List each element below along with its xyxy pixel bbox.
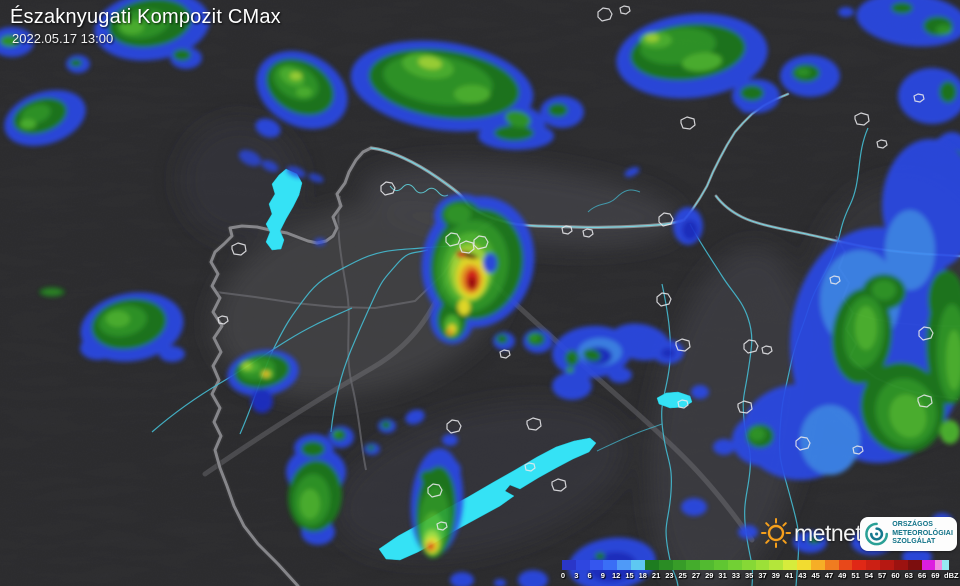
radar-cell-topleft [0,27,90,146]
omsz-line-1: ORSZÁGOS [892,521,934,529]
radar-cells-mid [493,323,684,400]
colorbar-segment [658,560,673,570]
radar-cell-topright1 [616,13,780,113]
omsz-logo: ORSZÁGOS METEOROLÓGIAI SZOLGÁLAT [860,517,957,551]
radar-cell-west [80,292,185,362]
reflectivity-colorbar [562,560,950,570]
radar-drizzle-west [39,149,326,297]
colorbar-segment [907,560,922,570]
colorbar-segment [852,560,867,570]
colorbar-segment [617,560,632,570]
colorbar-segment [714,560,728,570]
map-title: Északnyugati Kompozit CMax [10,6,281,28]
colorbar-segment [755,560,770,570]
colorbar-segment [824,560,839,570]
colorbar-segment [644,560,659,570]
colorbar-segment [880,560,894,570]
storm-cell-balaton [410,448,474,586]
map-datetime: 2022.05.17 13:00 [12,31,114,46]
colorbar-segment [603,560,618,570]
radar-cell-vac [624,167,703,245]
colorbar-segment [727,560,742,570]
omsz-line-3: SZOLGÁLAT [892,538,936,546]
lake-ferto [265,168,303,251]
colorbar-segment [866,560,881,570]
colorbar-segment [700,560,715,570]
radar-cell-north2 [255,51,348,138]
colorbar-segment [797,560,811,570]
radar-cell-kapuvar [227,349,299,413]
colorbar-segment [838,560,853,570]
colorbar-segment [921,560,936,570]
storm-cell-main [421,194,535,344]
radar-small-cells-south [328,409,458,455]
omsz-line-2: METEOROLÓGIAI [892,529,953,537]
colorbar-segment [893,560,908,570]
colorbar-segment [741,560,756,570]
colorbar-segment [562,560,576,570]
colorbar-segment [631,560,645,570]
colorbar-segment [935,560,950,570]
omsz-wordmark: ORSZÁGOS METEOROLÓGIAI SZOLGÁLAT [892,521,953,546]
colorbar-segment [686,560,701,570]
radar-cell-north1 [94,0,210,69]
colorbar-segment [575,560,590,570]
country-border [208,92,960,586]
radar-system-southeast [681,139,960,567]
radar-cell-north-big [350,40,584,150]
metnet-sun-icon [761,518,791,548]
metnet-logo: metnet [759,516,862,550]
colorbar-segment [672,560,687,570]
colorbar-segment [783,560,798,570]
omsz-swirl-icon [865,522,889,546]
lake-velence [656,391,693,409]
metnet-wordmark: metnet [794,519,862,546]
colorbar-segment [810,560,825,570]
colorbar-segment [769,560,784,570]
radar-cell-balaton-west [286,434,346,545]
colorbar-segment [589,560,604,570]
